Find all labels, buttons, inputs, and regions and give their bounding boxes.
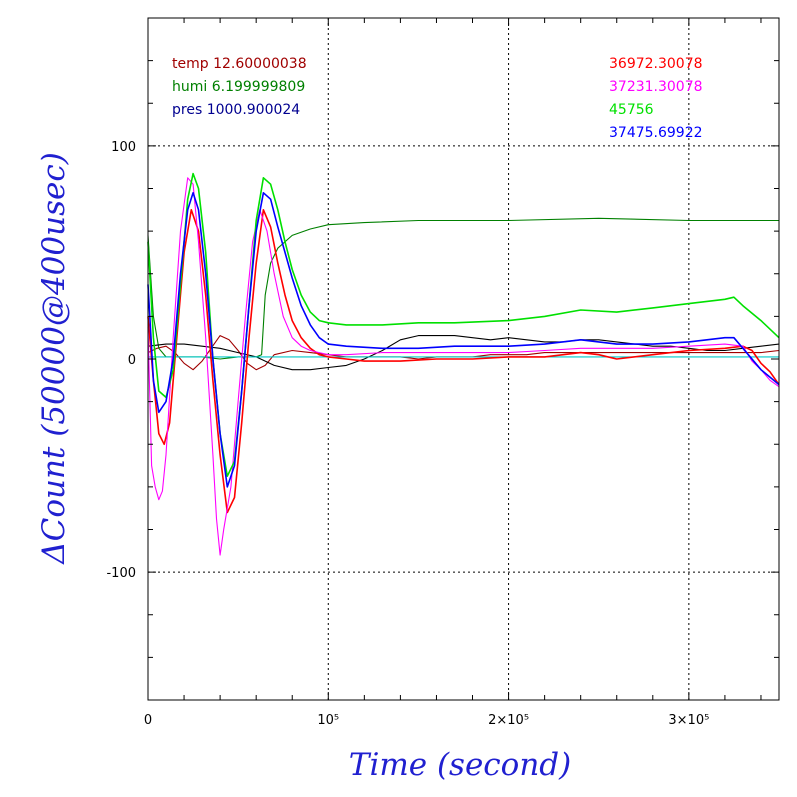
y-tick-label: -100 xyxy=(106,566,136,581)
series-line-7 xyxy=(147,172,780,478)
legend-entry: humi 6.199999809 xyxy=(172,79,305,95)
legend-entry: 37231.30078 xyxy=(609,79,703,95)
legend-entry: 36972.30078 xyxy=(609,56,703,72)
x-tick-label: 2×10⁵ xyxy=(488,713,529,728)
axis-ticks xyxy=(148,18,779,700)
x-tick-label: 0 xyxy=(144,713,152,728)
y-tick-label: 0 xyxy=(128,353,136,368)
legend-entry: 37475.69922 xyxy=(609,125,703,141)
legend-entry: temp 12.60000038 xyxy=(172,56,307,72)
tick-labels: 0 10⁵ 2×10⁵ 3×10⁵ 100 0 -100 xyxy=(106,140,709,728)
x-tick-label: 10⁵ xyxy=(317,713,339,728)
y-axis-title: ΔCount (50000@400usec) xyxy=(36,152,72,565)
series-line-2 xyxy=(147,217,779,360)
legend-entry: 45756 xyxy=(609,102,654,118)
series-line-6 xyxy=(147,177,780,556)
y-tick-label: 100 xyxy=(111,140,136,155)
legend: temp 12.60000038 humi 6.199999809 pres 100… xyxy=(172,56,703,141)
legend-entry: pres 1000.900024 xyxy=(172,102,300,118)
grid-lines xyxy=(148,18,779,700)
series-line-8 xyxy=(147,192,780,488)
series-line-5 xyxy=(147,209,780,514)
x-axis-title: Time (second) xyxy=(349,747,571,783)
x-tick-label: 3×10⁵ xyxy=(668,713,709,728)
series-lines xyxy=(147,172,780,556)
